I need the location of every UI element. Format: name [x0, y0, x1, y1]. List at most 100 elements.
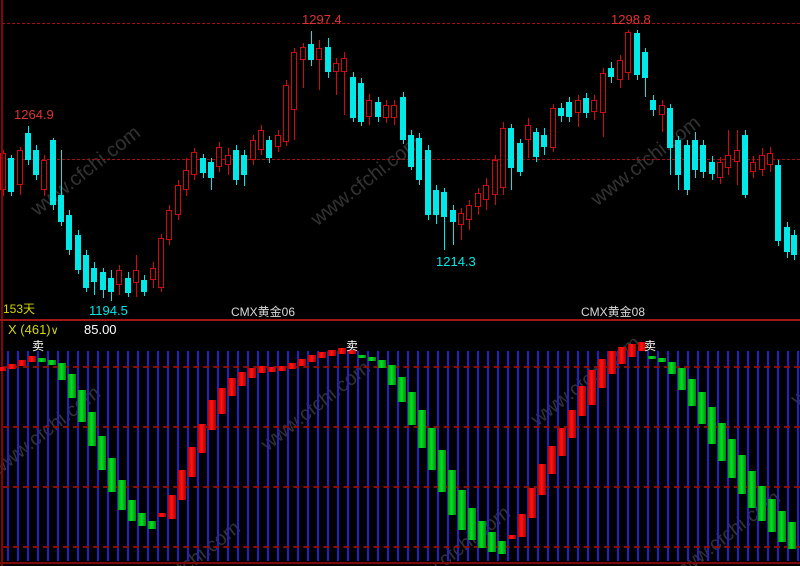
price-gridline: [2, 159, 800, 160]
candle: [425, 150, 431, 215]
oscillator-bar: [498, 541, 506, 554]
candle: [408, 135, 414, 167]
blue-grid-line: [27, 351, 29, 561]
blue-grid-line: [257, 351, 259, 561]
candle-wick: [728, 130, 729, 175]
chevron-down-icon: ∨: [50, 325, 59, 337]
oscillator-bar: [118, 480, 126, 510]
candle: [108, 278, 114, 292]
price-label-low-2: 1214.3: [436, 254, 476, 269]
candle: [650, 100, 656, 110]
oscillator-bar: [538, 464, 546, 495]
candle: [0, 153, 6, 190]
oscillator-bar: [468, 508, 476, 540]
candle: [533, 132, 539, 157]
candle: [709, 162, 715, 174]
oscillator-bar: [638, 342, 646, 351]
oscillator-bar: [788, 522, 796, 549]
candle: [767, 153, 773, 165]
blue-grid-line: [507, 351, 509, 561]
oscillator-bar: [48, 360, 56, 365]
oscillator-bar: [678, 368, 686, 390]
candle: [250, 140, 256, 160]
blue-grid-line: [57, 351, 59, 561]
oscillator-bar: [38, 358, 46, 362]
oscillator-bar: [78, 390, 86, 422]
blue-grid-line: [217, 351, 219, 561]
candle: [200, 158, 206, 173]
blue-grid-line: [67, 351, 69, 561]
blue-grid-line: [477, 351, 479, 561]
candle: [433, 190, 439, 215]
period-label: 153天: [3, 302, 36, 316]
left-axis-border: [1, 0, 3, 566]
oscillator-bar: [408, 392, 416, 425]
oscillator-bar: [668, 362, 676, 374]
price-label-low-1: 1194.5: [89, 303, 128, 318]
oscillator-bar: [108, 458, 116, 492]
oscillator-bar: [228, 378, 236, 396]
oscillator-bar: [708, 407, 716, 444]
oscillator-bar: [418, 410, 426, 448]
candle: [383, 105, 389, 118]
oscillator-bar: [568, 410, 576, 438]
indicator-gridline: [3, 486, 800, 488]
candle: [208, 162, 214, 178]
blue-grid-line: [127, 351, 129, 561]
candle: [725, 155, 731, 168]
blue-grid-line: [457, 351, 459, 561]
candle: [375, 102, 381, 117]
oscillator-bar: [58, 363, 66, 380]
blue-grid-line: [487, 351, 489, 561]
blue-grid-line: [17, 351, 19, 561]
blue-grid-line: [357, 351, 359, 561]
candle: [475, 193, 481, 207]
oscillator-bar: [18, 360, 26, 366]
oscillator-bar: [178, 470, 186, 500]
candle: [100, 272, 106, 290]
candle: [742, 135, 748, 195]
blue-grid-line: [707, 351, 709, 561]
candle: [225, 155, 231, 165]
blue-grid-line: [407, 351, 409, 561]
oscillator-bar: [258, 366, 266, 373]
oscillator-bar: [198, 424, 206, 453]
blue-grid-line: [597, 351, 599, 561]
candle: [550, 108, 556, 148]
candle: [775, 165, 781, 241]
oscillator-bar: [268, 367, 276, 372]
oscillator-bar: [558, 428, 566, 456]
blue-grid-line: [637, 351, 639, 561]
candle: [575, 100, 581, 113]
oscillator-bar: [88, 412, 96, 446]
candle: [759, 155, 765, 170]
candle: [175, 185, 181, 215]
oscillator-bar: [528, 488, 536, 518]
blue-grid-line: [317, 351, 319, 561]
oscillator-bar: [438, 450, 446, 492]
candle: [791, 235, 797, 255]
blue-grid-line: [607, 351, 609, 561]
candle-wick: [319, 40, 320, 90]
candle: [583, 98, 589, 113]
blue-grid-line: [467, 351, 469, 561]
blue-grid-line: [287, 351, 289, 561]
candle: [517, 143, 523, 172]
oscillator-bar: [758, 486, 766, 521]
blue-grid-line: [497, 351, 499, 561]
contract-label-2: CMX黄金08: [581, 305, 646, 319]
indicator-selector[interactable]: X (461)∨: [8, 323, 59, 338]
oscillator-bar: [488, 532, 496, 552]
candle: [466, 205, 472, 220]
blue-grid-line: [667, 351, 669, 561]
candle: [591, 100, 597, 112]
candle: [617, 60, 623, 80]
oscillator-bar: [648, 356, 656, 359]
blue-grid-line: [157, 351, 159, 561]
candle: [166, 210, 172, 240]
oscillator-bar: [748, 471, 756, 508]
oscillator-bar: [378, 360, 386, 368]
oscillator-bar: [208, 400, 216, 430]
oscillator-bar: [278, 366, 286, 371]
